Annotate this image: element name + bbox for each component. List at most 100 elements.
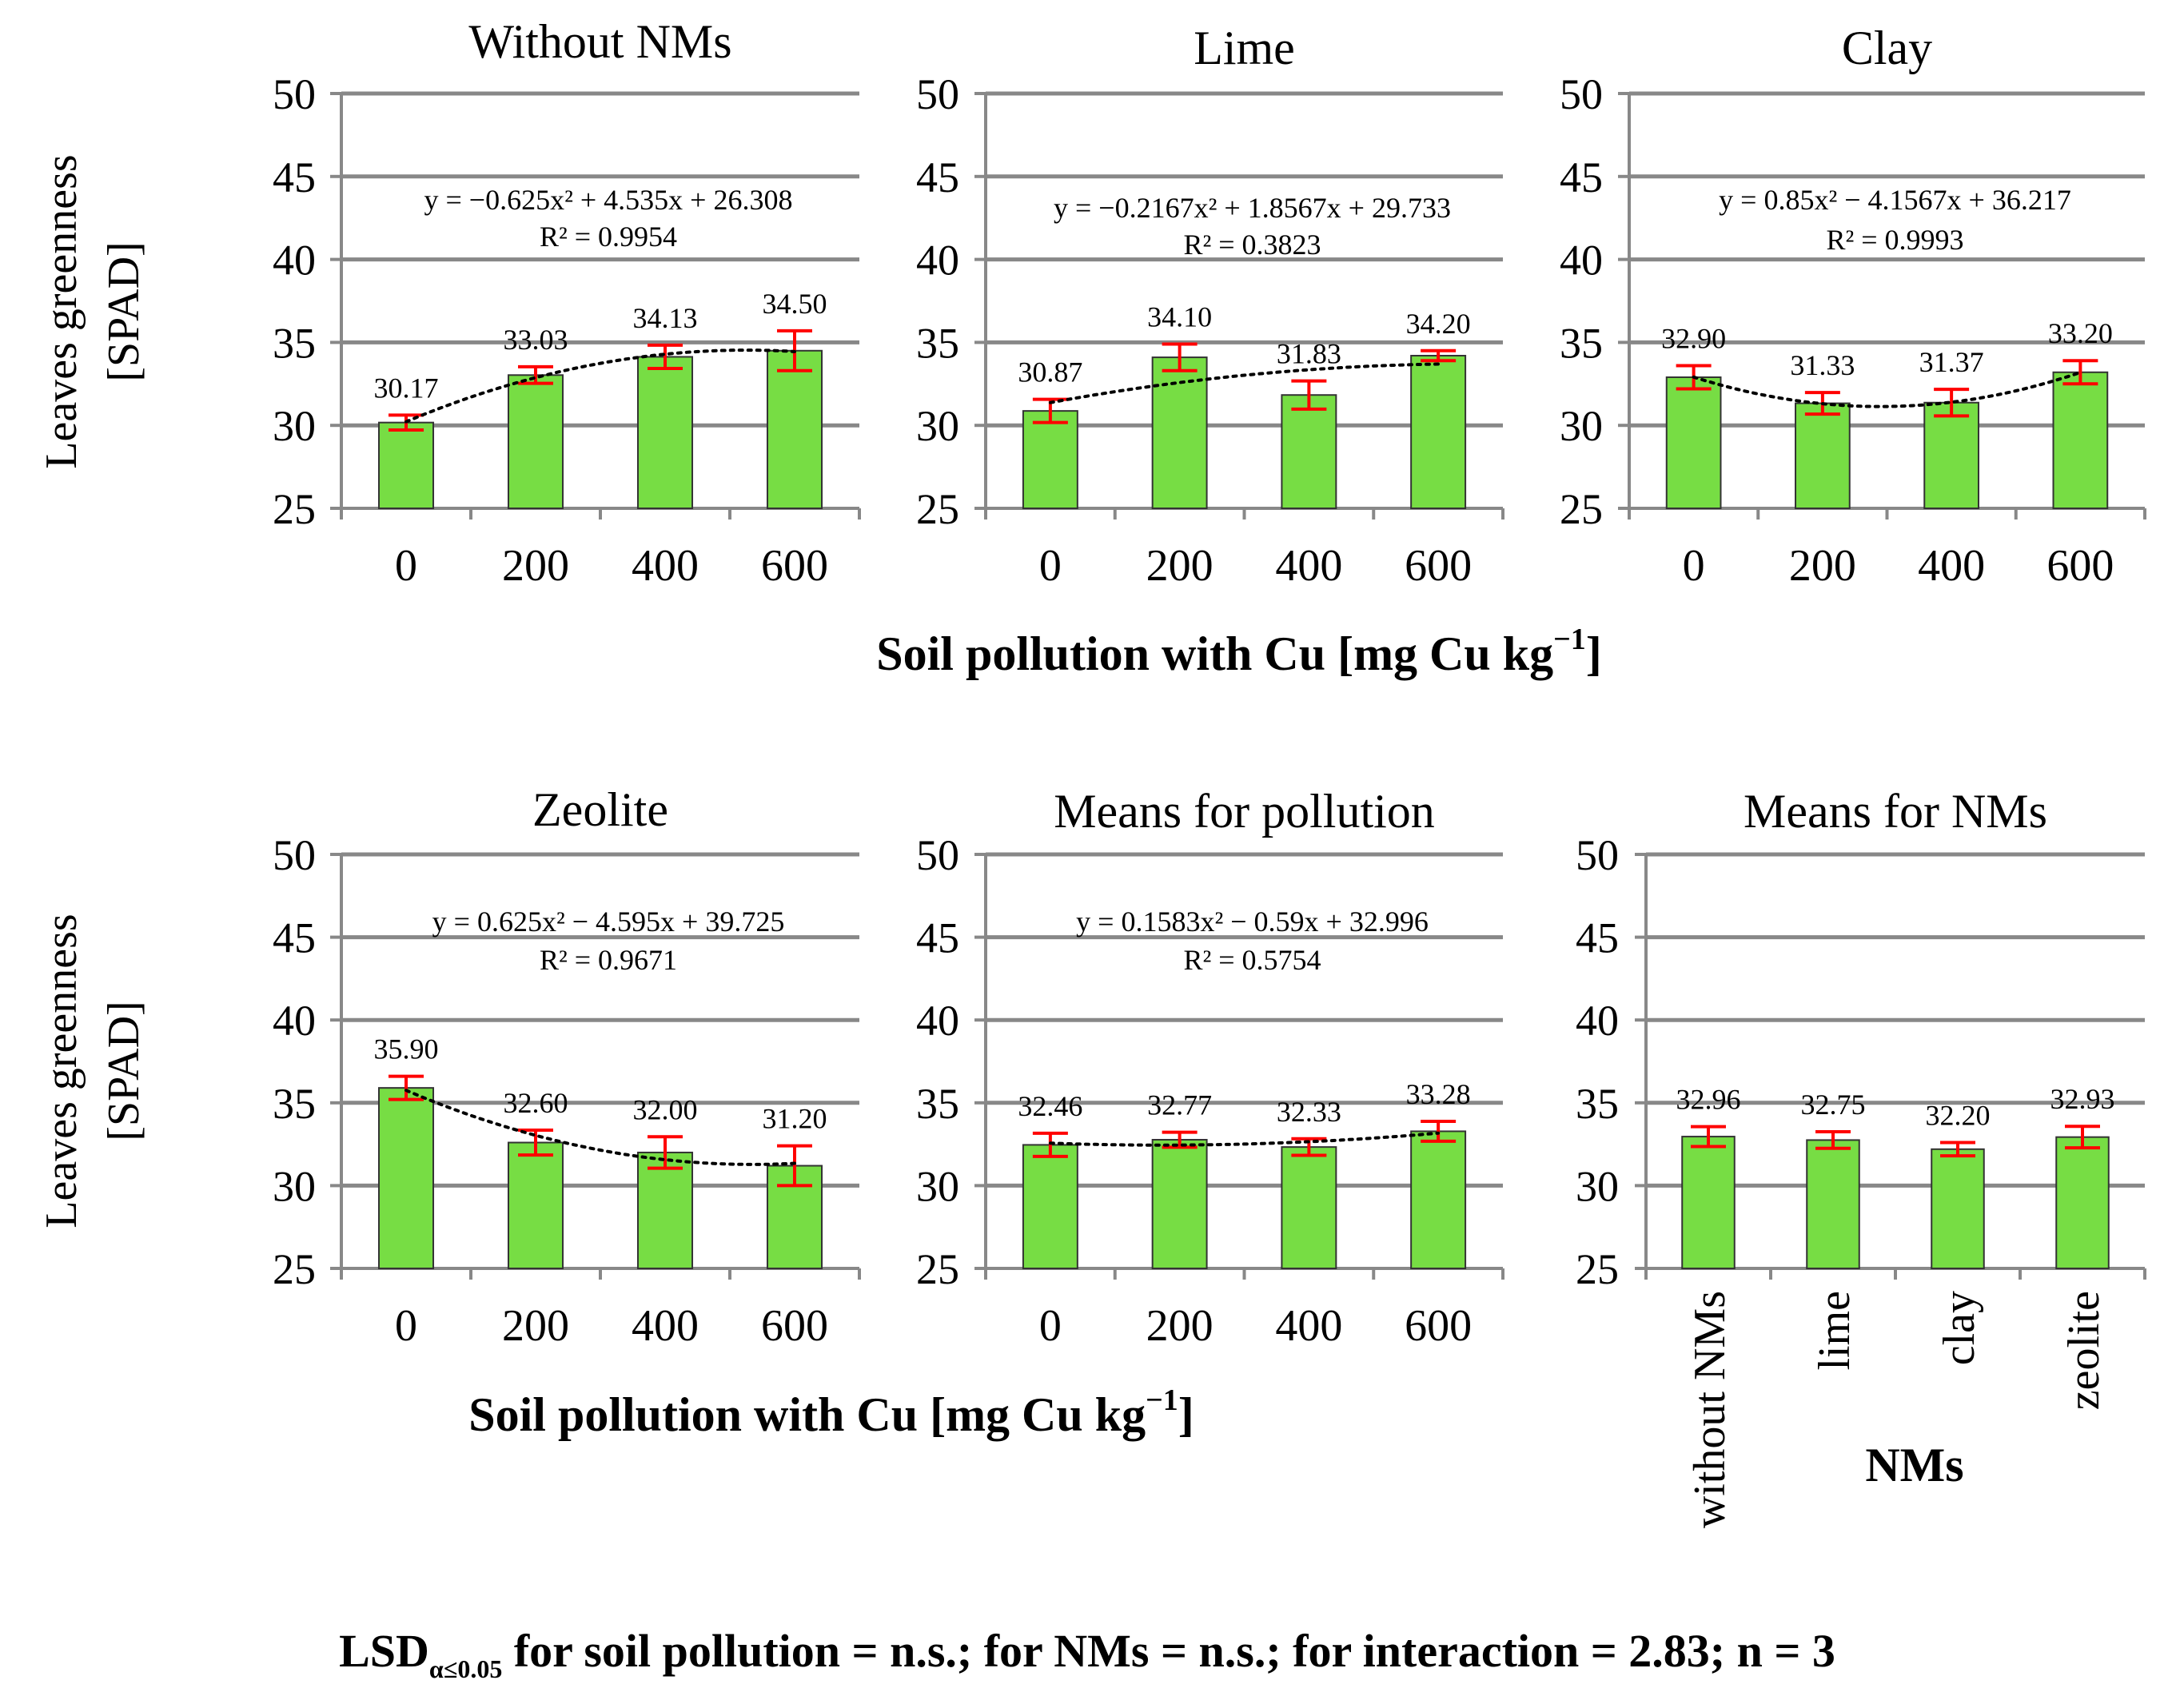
- bar: [636, 1151, 694, 1269]
- bar: [1923, 401, 1979, 509]
- bar: [1281, 394, 1337, 509]
- data-label: 32.00: [633, 1093, 698, 1125]
- trend-equation: y = 0.85x² − 4.1567x + 36.217: [1719, 184, 2071, 216]
- r-squared: R² = 0.9993: [1826, 224, 1963, 256]
- chart-panel: Lime 25 30 35 40 45 50 30.87 34.10 31.83 34.20 y = …: [916, 22, 1504, 591]
- y-tick-label: 45: [916, 153, 959, 201]
- bar: [1022, 410, 1078, 509]
- x-tick-label: 400: [632, 1301, 699, 1351]
- trendline: [405, 1089, 796, 1166]
- y-tick-label: 45: [1560, 153, 1603, 201]
- footer-note: LSDα≤0.05 for soil pollution = n.s.; for…: [339, 1625, 1835, 1683]
- chart-title: Means for pollution: [1054, 785, 1435, 838]
- x-tick-label: 400: [1918, 541, 1985, 591]
- x-tick-label: 400: [1275, 1301, 1342, 1351]
- x-tick-label: clay: [1935, 1291, 1984, 1365]
- y-tick-label: 35: [273, 1080, 316, 1128]
- x-axis-label-row1: Soil pollution with Cu [mg Cu kg−1]: [876, 623, 1602, 680]
- x-tick-label: 0: [395, 1301, 417, 1351]
- data-label: 33.28: [1406, 1078, 1471, 1110]
- x-tick-label: 600: [2046, 541, 2114, 591]
- data-label: 32.75: [1801, 1089, 1866, 1121]
- y-tick-label: 50: [1576, 831, 1619, 879]
- y-tick-label: 45: [1576, 914, 1619, 962]
- bar: [766, 349, 823, 509]
- y-tick-label: 50: [273, 831, 316, 879]
- y-tick-label: 45: [273, 914, 316, 962]
- trendline: [1692, 371, 2082, 408]
- y-axis-label-row1: Leaves greenness [SPAD]: [37, 154, 149, 468]
- bar: [1665, 376, 1722, 509]
- x-tick-label: 600: [1405, 541, 1472, 591]
- data-label: 34.50: [763, 288, 827, 320]
- y-tick-label: 40: [916, 237, 959, 285]
- r-squared: R² = 0.9671: [540, 944, 677, 976]
- x-tick-label: 200: [1789, 541, 1856, 591]
- r-squared: R² = 0.9954: [540, 221, 677, 253]
- chart-panel: Means for NMs 25 30 35 40 45 50 32.96 32.75 32.20…: [1576, 785, 2146, 1528]
- bar: [377, 421, 435, 509]
- x-tick-label: 0: [1039, 1301, 1062, 1351]
- x-tick-label: zeolite: [2059, 1291, 2109, 1410]
- bar: [1281, 1146, 1337, 1270]
- x-tick-label: 600: [1405, 1301, 1472, 1351]
- data-label: 32.46: [1018, 1090, 1082, 1122]
- data-label: 32.77: [1147, 1089, 1212, 1121]
- panels: Without NMs 25 30 35 40 45 50 30.17 33.03 34.13 34…: [273, 15, 2146, 1528]
- y-tick-label: 40: [273, 997, 316, 1045]
- x-tick-label: 200: [502, 1301, 569, 1351]
- data-label: 32.33: [1277, 1096, 1341, 1128]
- y-tick-label: 40: [273, 237, 316, 285]
- bar: [377, 1087, 435, 1269]
- x-tick-label: lime: [1810, 1291, 1859, 1371]
- y-tick-label: 50: [916, 831, 959, 879]
- bar: [1931, 1148, 1985, 1270]
- y-axis-label-line1: Leaves greenness: [37, 154, 86, 468]
- r-squared: R² = 0.3823: [1183, 229, 1321, 261]
- y-tick-label: 30: [273, 1162, 316, 1210]
- data-label: 31.33: [1790, 349, 1855, 381]
- bar: [1795, 402, 1851, 509]
- chart-panel: Means for pollution 25 30 35 40 45 50 32.46 32.7…: [916, 785, 1504, 1351]
- data-label: 32.60: [504, 1087, 568, 1119]
- y-axis-label-line1: Leaves greenness: [37, 914, 86, 1228]
- y-tick-label: 40: [1560, 237, 1603, 285]
- trend-equation: y = −0.2167x² + 1.8567x + 29.733: [1054, 192, 1451, 224]
- x-tick-label: 0: [395, 541, 417, 591]
- y-tick-label: 25: [273, 1245, 316, 1293]
- bar: [507, 374, 564, 510]
- chart-panel: Without NMs 25 30 35 40 45 50 30.17 33.03 34.13 34…: [273, 15, 861, 591]
- bar: [636, 356, 694, 510]
- y-tick-label: 35: [273, 319, 316, 367]
- y-tick-label: 40: [1576, 997, 1619, 1045]
- trend-equation: y = 0.625x² − 4.595x + 39.725: [432, 906, 785, 938]
- x-axis-label-row2: Soil pollution with Cu [mg Cu kg−1]: [468, 1384, 1194, 1441]
- data-label: 32.20: [1926, 1100, 1991, 1132]
- y-tick-label: 40: [916, 997, 959, 1045]
- r-squared: R² = 0.5754: [1183, 944, 1321, 976]
- y-tick-label: 25: [916, 485, 959, 533]
- y-tick-label: 45: [916, 914, 959, 962]
- y-tick-label: 50: [273, 70, 316, 118]
- data-label: 35.90: [374, 1033, 439, 1065]
- bar: [507, 1141, 564, 1269]
- bar: [1410, 1130, 1467, 1269]
- bar: [1151, 1139, 1208, 1270]
- chart-title: Lime: [1194, 22, 1295, 74]
- chart-panel: Zeolite 25 30 35 40 45 50 35.90 32.60 32.00 31.20 y…: [273, 783, 861, 1351]
- y-tick-label: 30: [916, 402, 959, 450]
- data-label: 31.37: [1919, 346, 1984, 378]
- bar: [2055, 1136, 2110, 1270]
- data-label: 32.90: [1661, 322, 1726, 354]
- y-tick-label: 35: [916, 1080, 959, 1128]
- data-label: 30.87: [1018, 356, 1082, 388]
- x-tick-label: 600: [761, 1301, 828, 1351]
- chart-title: Zeolite: [532, 783, 668, 836]
- y-tick-label: 35: [1576, 1080, 1619, 1128]
- x-axis-label-nms: NMs: [1865, 1439, 1963, 1491]
- x-tick-label: 200: [1146, 1301, 1214, 1351]
- y-tick-label: 50: [916, 70, 959, 118]
- y-axis-label-line2: [SPAD]: [99, 241, 149, 381]
- x-tick-label: 0: [1683, 541, 1705, 591]
